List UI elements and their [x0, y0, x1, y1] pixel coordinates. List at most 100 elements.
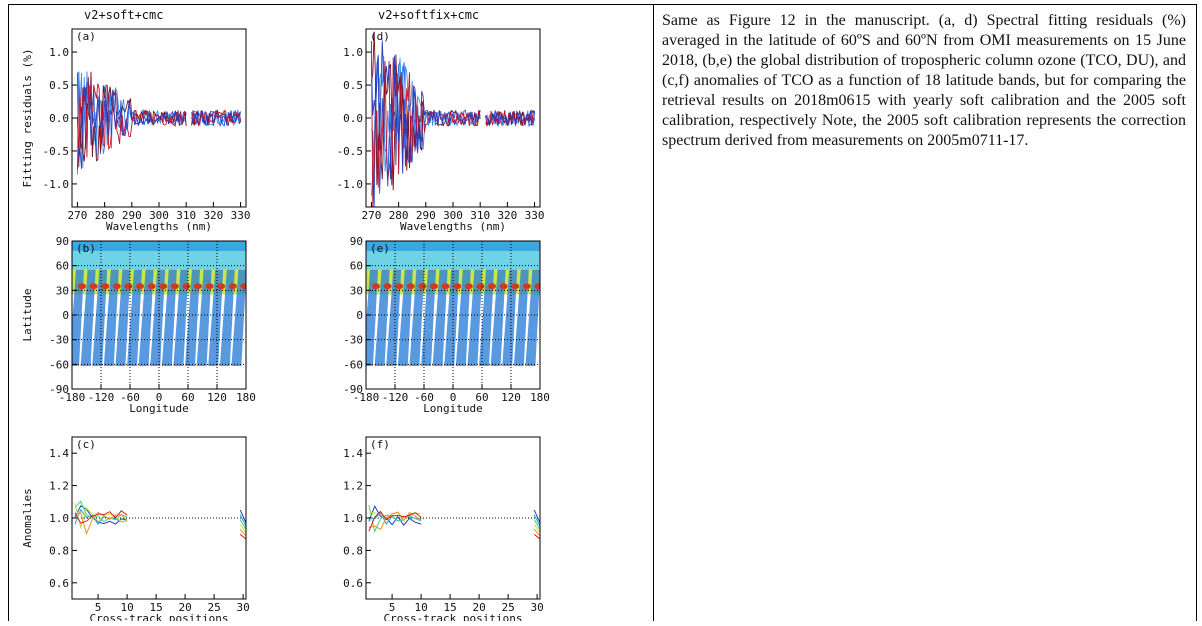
x-tick-label: 290: [122, 209, 142, 222]
anomaly-decor: [239, 514, 246, 527]
y-tick-label: 60: [350, 260, 363, 273]
y-tick-label: 0.0: [49, 112, 69, 125]
swath-decor: [231, 269, 246, 366]
x-tick-label: 10: [414, 601, 427, 614]
anomaly-decor: [239, 519, 246, 530]
y-axis-label: Anomalies: [21, 488, 34, 548]
plot-area: [366, 505, 540, 540]
panel: (e) -90 -60 -30 0 30 60 90 -180 -120 -60 0 60 120 180 L…: [343, 235, 550, 415]
x-tick-label: 60: [475, 391, 488, 404]
y-tick-label: -90: [343, 383, 363, 396]
panel: (a) -1.0 -0.5 0.0 0.5 1.0 270 280 290 300 310 320 33…: [43, 28, 251, 233]
x-tick-label: 320: [203, 209, 223, 222]
residual-decor: [371, 54, 481, 207]
swath-hot: [136, 283, 144, 290]
x-tick-label: -120: [88, 391, 115, 404]
map-cap: [366, 241, 540, 251]
swath-decor: [409, 269, 425, 366]
plot-area: [72, 500, 246, 540]
swath-hot: [217, 283, 226, 290]
figure: v2+soft+cmc v2+softfix+cmc Fitting residua…: [21, 8, 550, 625]
x-tick-label: -60: [120, 391, 140, 404]
y-tick-label: 0.6: [49, 577, 69, 590]
panel-label: (f): [370, 438, 390, 451]
swath-hot: [89, 283, 98, 290]
x-tick-label: 330: [231, 209, 251, 222]
swath-hot: [453, 283, 462, 290]
x-tick-label: 25: [207, 601, 220, 614]
x-tick-label: 25: [501, 601, 514, 614]
column-title: v2+softfix+cmc: [378, 8, 479, 22]
x-tick-label: 30: [530, 601, 543, 614]
anomaly-decor: [239, 533, 246, 540]
panel: (d) -1.0 -0.5 0.0 0.5 1.0 270 280 290 300 310 320 33…: [337, 28, 545, 233]
swath-decor: [386, 269, 402, 366]
residual-decor: [370, 40, 481, 180]
y-tick-label: -1.0: [43, 178, 70, 191]
y-axis-label: Fitting residuals (%): [21, 48, 34, 187]
plot-area: [370, 31, 536, 207]
swath-decor: [502, 269, 518, 366]
panel: (f)0.60.81.01.21.45 10 15 20 25 30Cross-track…: [343, 436, 544, 625]
x-tick-label: 5: [389, 601, 396, 614]
swath-hot: [194, 283, 202, 290]
y-tick-label: 90: [350, 235, 363, 248]
caption: Same as Figure 12 in the manuscript. (a,…: [662, 12, 1186, 149]
x-tick-label: 15: [443, 601, 456, 614]
swath-hot: [78, 283, 86, 290]
y-tick-label: 1.2: [343, 480, 363, 493]
swath-decor: [467, 269, 483, 366]
y-tick-label: 1.4: [343, 447, 363, 460]
anomaly-decor: [239, 529, 246, 537]
y-tick-label: 90: [56, 235, 69, 248]
swath-decor: [103, 269, 119, 366]
anomaly-decor: [533, 519, 540, 530]
x-tick-label: 120: [207, 391, 227, 404]
swath-hot: [488, 283, 496, 290]
x-tick-label: 180: [530, 391, 550, 404]
x-tick-label: 20: [178, 601, 191, 614]
swath-decor: [92, 269, 108, 366]
x-tick-label: 15: [149, 601, 162, 614]
anomaly-decor: [239, 509, 246, 524]
swath-decor: [421, 269, 436, 366]
x-tick-label: -120: [382, 391, 409, 404]
swath-hot: [147, 283, 156, 290]
y-tick-label: -0.5: [43, 145, 70, 158]
swath-decor: [161, 269, 177, 366]
anomaly-decor: [533, 533, 540, 540]
swath-decor: [138, 269, 154, 366]
y-tick-label: -30: [343, 334, 363, 347]
y-tick-label: 30: [56, 284, 69, 297]
y-tick-label: -30: [49, 334, 69, 347]
x-tick-label: 180: [236, 391, 256, 404]
swath-hot: [170, 283, 179, 290]
anomaly-decor: [74, 510, 128, 524]
y-tick-label: 60: [56, 260, 69, 273]
swath-decor: [432, 269, 448, 366]
y-tick-label: 1.4: [49, 447, 69, 460]
y-tick-label: 1.2: [49, 480, 69, 493]
x-tick-label: 280: [389, 209, 409, 222]
swath-hot: [406, 283, 415, 290]
swath-hot: [124, 283, 133, 290]
swath-hot: [522, 283, 531, 290]
x-tick-label: 0: [450, 391, 457, 404]
anomaly-decor: [74, 503, 128, 530]
swath-hot: [418, 283, 427, 290]
x-tick-label: 300: [149, 209, 169, 222]
y-tick-label: 1.0: [343, 46, 363, 59]
swath-hot: [101, 283, 110, 290]
x-tick-label: -60: [414, 391, 434, 404]
figure-cell: v2+soft+cmc v2+softfix+cmc Fitting residua…: [9, 5, 654, 625]
y-tick-label: 1.0: [343, 512, 363, 525]
x-axis-label: Longitude: [129, 402, 189, 415]
y-tick-label: 0.5: [49, 79, 69, 92]
anomaly-decor: [239, 524, 246, 533]
x-tick-label: 60: [181, 391, 194, 404]
anomaly-decor: [533, 524, 540, 533]
swath-hot: [182, 283, 191, 290]
caption-cell: Same as Figure 12 in the manuscript. (a,…: [654, 5, 1196, 621]
y-tick-label: 0.6: [343, 577, 363, 590]
swath-decor: [127, 269, 142, 366]
